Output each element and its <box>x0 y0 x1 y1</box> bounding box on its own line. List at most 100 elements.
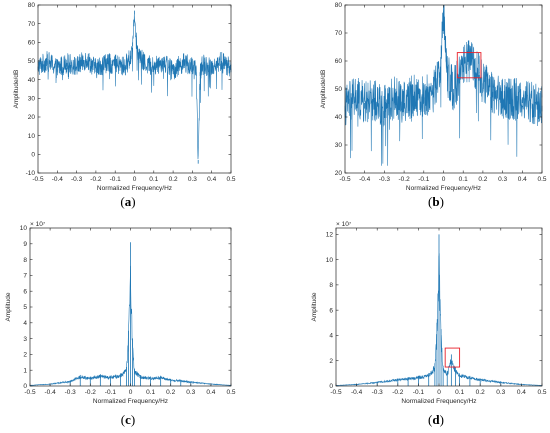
x-tick-label: -0.1 <box>105 389 117 396</box>
x-tick-label: -0.2 <box>85 389 97 396</box>
chart-panel-d: -0.5 -0.4 -0.3 -0.2 -0.1 0 0.1 0.2 0.3 0.4 0.5 0 2 4 6… <box>311 221 547 427</box>
x-tick-label: 0.5 <box>226 176 235 183</box>
highlight-box <box>456 52 482 79</box>
chart-panel-c: -0.5 -0.4 -0.3 -0.2 -0.1 0 0.1 0.2 0.3 0.4 0.5 0 1 2 3… <box>5 221 236 427</box>
x-axis-label: Normalized Frequency/Hz <box>401 398 476 405</box>
panel-label: (b) <box>428 194 444 209</box>
y-axis-label: Amplitude <box>311 292 318 321</box>
y-tick-label: 8 <box>23 257 27 264</box>
x-tick-label: 0 <box>129 389 133 396</box>
x-tick-label: -0.5 <box>339 176 351 183</box>
x-tick-label: 0.1 <box>455 389 464 396</box>
y-tick-label: 20 <box>28 114 36 121</box>
x-tick-label: 0.5 <box>537 389 546 396</box>
x-tick-label: 0.3 <box>186 389 195 396</box>
y-tick-label: 30 <box>28 96 36 103</box>
x-tick-label: 0.2 <box>166 389 175 396</box>
y-tick-label: 70 <box>335 30 343 37</box>
chart-panel-a: -0.5 -0.4 -0.3 -0.2 -0.1 0 0.1 0.2 0.3 0.4 0.5 -10 0… <box>13 2 236 209</box>
series-line <box>37 14 232 160</box>
y-tick-label: 5 <box>23 304 27 311</box>
y-tick-label: 6 <box>329 307 333 314</box>
x-tick-label: -0.2 <box>398 176 410 183</box>
x-tick-label: -0.2 <box>90 176 102 183</box>
y-tick-label: 3 <box>23 336 27 343</box>
x-tick-label: 0.3 <box>498 176 507 183</box>
x-axis-label: Normalized Frequency/Hz <box>97 185 172 192</box>
y-axis-label: Amplitude/dB <box>13 70 20 109</box>
x-tick-label: -0.3 <box>379 176 391 183</box>
y-tick-label: 40 <box>28 77 36 84</box>
y-tick-label: 8 <box>329 282 333 289</box>
y-tick-label: 50 <box>28 58 36 65</box>
x-tick-label: -0.1 <box>413 389 425 396</box>
x-tick-label: -0.2 <box>392 389 404 396</box>
y-tick-label: 4 <box>329 333 333 340</box>
x-tick-label: 0.3 <box>496 389 505 396</box>
y-exponent-label: × 10⁷ <box>30 221 46 228</box>
y-tick-label: 60 <box>28 40 36 47</box>
x-tick-label: 0.3 <box>188 176 197 183</box>
x-tick-label: -0.4 <box>44 389 56 396</box>
x-tick-label: -0.5 <box>330 389 342 396</box>
x-tick-label: 0.5 <box>226 389 235 396</box>
y-tick-label: 12 <box>326 232 334 239</box>
x-tick-label: -0.4 <box>359 176 371 183</box>
y-tick-label: 4 <box>23 320 27 327</box>
y-tick-label: 2 <box>23 352 27 359</box>
y-tick-label: 40 <box>335 114 343 121</box>
x-tick-label: -0.3 <box>372 389 384 396</box>
y-tick-label: 0 <box>23 383 27 390</box>
x-tick-label: 0 <box>437 389 441 396</box>
y-tick-label: -10 <box>26 170 36 177</box>
y-tick-label: 10 <box>326 257 334 264</box>
y-tick-label: 10 <box>20 225 28 232</box>
panel-label: (d) <box>428 412 444 427</box>
x-tick-label: 0.1 <box>149 176 158 183</box>
y-tick-label: 2 <box>329 358 333 365</box>
x-tick-label: 0.2 <box>476 389 485 396</box>
x-axis-label: Normalized Frequency/Hz <box>406 185 481 192</box>
x-tick-label: 0.4 <box>207 176 216 183</box>
y-tick-label: 10 <box>28 133 36 140</box>
x-tick-label: 0.5 <box>537 176 546 183</box>
panel-label: (c) <box>121 412 135 427</box>
y-tick-label: 0 <box>31 152 35 159</box>
y-tick-label: 50 <box>335 86 343 93</box>
x-tick-label: 0.1 <box>146 389 155 396</box>
x-tick-label: 0 <box>442 176 446 183</box>
y-tick-label: 1 <box>23 367 27 374</box>
y-tick-label: 30 <box>335 142 343 149</box>
y-axis-label: Amplitude <box>5 292 12 321</box>
panel-label: (a) <box>120 194 135 209</box>
y-tick-label: 6 <box>23 288 27 295</box>
x-tick-label: 0.4 <box>206 389 215 396</box>
highlight-box <box>444 347 461 368</box>
x-tick-label: 0 <box>133 176 137 183</box>
x-tick-label: 0.2 <box>478 176 487 183</box>
axes-frame <box>37 4 232 174</box>
y-tick-label: 7 <box>23 273 27 280</box>
series-line <box>344 4 543 166</box>
x-tick-label: -0.1 <box>418 176 430 183</box>
y-tick-label: 60 <box>335 58 343 65</box>
y-tick-label: 20 <box>335 170 343 177</box>
x-tick-label: -0.1 <box>110 176 122 183</box>
x-tick-label: 0.4 <box>518 176 527 183</box>
x-tick-label: -0.5 <box>24 389 36 396</box>
x-tick-label: -0.4 <box>351 389 363 396</box>
y-tick-label: 70 <box>28 21 36 28</box>
x-tick-label: -0.4 <box>52 176 64 183</box>
x-tick-label: -0.3 <box>65 389 77 396</box>
x-tick-label: 0.4 <box>517 389 526 396</box>
x-tick-label: 0.2 <box>169 176 178 183</box>
y-tick-label: 80 <box>335 2 343 9</box>
y-tick-label: 9 <box>23 241 27 248</box>
x-tick-label: -0.5 <box>32 176 44 183</box>
chart-panel-b: -0.5 -0.4 -0.3 -0.2 -0.1 0 0.1 0.2 0.3 0.4 0.5 20 30… <box>320 2 547 209</box>
y-tick-label: 80 <box>28 2 36 9</box>
y-axis-label: Amplitude/dB <box>320 70 327 109</box>
y-tick-label: 0 <box>329 383 333 390</box>
y-exponent-label: × 10⁷ <box>336 221 352 228</box>
